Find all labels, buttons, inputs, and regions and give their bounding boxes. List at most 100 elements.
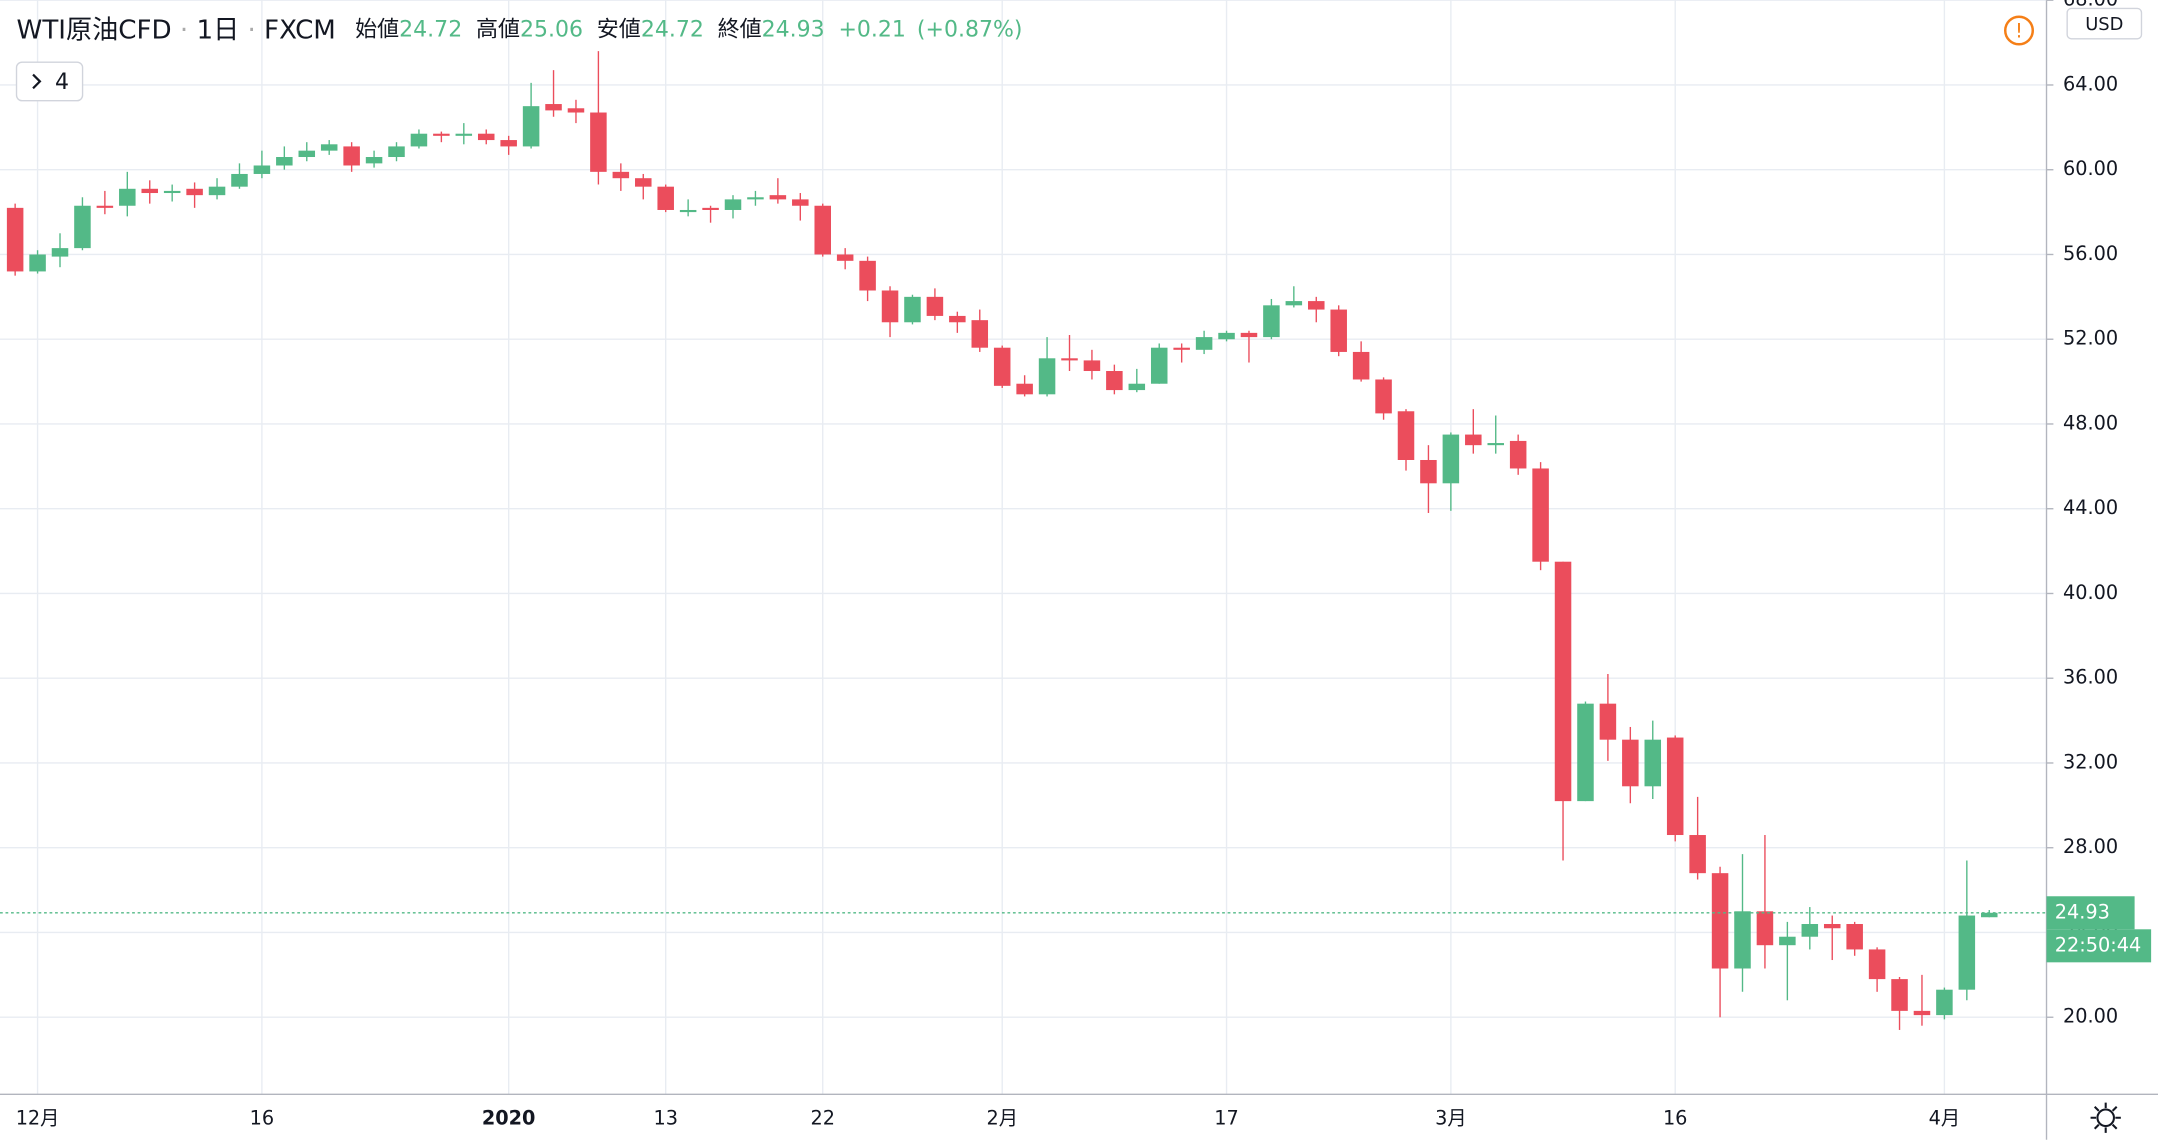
y-tick-label: 44.00 — [2063, 496, 2118, 519]
candle-body — [1263, 305, 1280, 338]
candle-body — [1734, 911, 1751, 969]
candle-body — [1038, 358, 1056, 395]
candle-body — [231, 173, 248, 187]
candle-body — [29, 254, 46, 272]
candle-body — [657, 186, 674, 210]
candle-body — [679, 209, 697, 213]
candle-body — [1599, 703, 1617, 740]
candle-body — [1106, 371, 1123, 391]
candle-body — [1173, 347, 1190, 350]
gear-teeth[interactable] — [2090, 1102, 2121, 1133]
candle-body — [1509, 440, 1527, 469]
candle-body — [1666, 737, 1684, 836]
candle-body — [724, 199, 742, 210]
candle-body — [1981, 912, 1998, 918]
candle-body — [747, 197, 764, 200]
y-tick-label: 28.00 — [2063, 835, 2118, 858]
candle-body — [141, 188, 158, 194]
candle-body — [298, 150, 316, 158]
x-tick-label: 2020 — [482, 1107, 536, 1130]
gear-circle[interactable] — [2096, 1108, 2115, 1128]
high-value: 25.06 — [520, 18, 583, 43]
close-value: 24.93 — [762, 18, 825, 43]
candle-body — [163, 190, 181, 194]
candle-body — [1442, 434, 1460, 484]
axes: 20.0024.0028.0032.0036.0040.0044.0048.00… — [16, 0, 2152, 1130]
legend-line: WTI原油CFD · 1日 · FXCM 始値24.72 高値25.06 安値24.72 終値2… — [17, 15, 1023, 45]
open-value: 24.72 — [399, 18, 462, 43]
y-tick-label: 64.00 — [2063, 72, 2118, 95]
y-tick-label: 48.00 — [2063, 411, 2118, 434]
y-tick-label: 20.00 — [2063, 1005, 2118, 1028]
chevron-icon[interactable] — [32, 73, 42, 90]
candle-body — [253, 165, 271, 174]
symbol: WTI原油CFD — [17, 15, 172, 45]
currency-box[interactable] — [2066, 7, 2143, 40]
close-label: 終値 — [718, 18, 762, 43]
candle-body — [702, 207, 719, 210]
candle-body — [1420, 459, 1437, 484]
low-value: 24.72 — [641, 18, 704, 43]
candle-body — [186, 188, 203, 196]
indicator-toggle[interactable]: 4 — [15, 61, 84, 102]
candle-body — [1913, 1010, 1931, 1016]
candle-body — [1577, 703, 1594, 802]
currency[interactable]: USD — [2085, 14, 2123, 35]
candle-body — [1846, 924, 1863, 950]
candle-body — [522, 106, 540, 147]
countdown: 22:50:44 — [2055, 933, 2141, 956]
x-tick-label: 22 — [810, 1107, 835, 1130]
candle-body — [1801, 924, 1819, 937]
candle-body — [320, 144, 338, 151]
candle-body — [1218, 332, 1235, 340]
candle-body — [1622, 739, 1639, 787]
warning-mark[interactable]: ! — [2015, 19, 2023, 42]
open-label: 始値 — [355, 18, 399, 43]
candle-body — [1532, 468, 1549, 562]
candle-body — [1375, 379, 1392, 414]
candle-body — [1689, 835, 1706, 874]
candle-body — [1958, 915, 1976, 990]
last-price-tag — [2046, 896, 2135, 930]
y-tick-label: 36.00 — [2063, 666, 2118, 689]
y-tick-label: 32.00 — [2063, 750, 2118, 773]
x-tick-label: 16 — [1663, 1107, 1688, 1130]
candle-body — [1330, 309, 1347, 352]
y-tick-label: 52.00 — [2063, 327, 2118, 350]
candle-body — [410, 133, 428, 147]
candle-body — [1936, 989, 1953, 1016]
candle-body — [1308, 301, 1325, 310]
settings-icon[interactable] — [2090, 1102, 2121, 1133]
candle-body — [1128, 383, 1146, 391]
x-tick-label: 16 — [250, 1107, 275, 1130]
candle-body — [1711, 873, 1729, 969]
candle-body — [612, 171, 630, 179]
y-tick-label: 60.00 — [2063, 157, 2118, 180]
candles — [0, 51, 2047, 1030]
warning-icon[interactable]: ! — [2003, 15, 2034, 46]
indicator-count[interactable]: 4 — [55, 70, 69, 95]
warning-circle[interactable] — [2003, 15, 2034, 46]
change: +0.21 — [838, 18, 905, 43]
x-tick-label: 13 — [653, 1107, 678, 1130]
candle-body — [1285, 301, 1303, 306]
candle-body — [635, 178, 652, 187]
candle-body — [904, 296, 921, 323]
toggle-box[interactable] — [15, 61, 84, 102]
candle-body — [1150, 347, 1168, 384]
candle-body — [1240, 332, 1258, 338]
candle-body — [1868, 949, 1886, 980]
candle-body — [1823, 924, 1841, 929]
candle-body — [769, 195, 787, 200]
candle-body — [1016, 383, 1033, 395]
change-pct: (+0.87%) — [917, 18, 1023, 43]
candle-body — [1891, 979, 1908, 1011]
y-tick-label: 56.00 — [2063, 242, 2118, 265]
x-tick-label: 2月 — [986, 1107, 1018, 1130]
candle-body — [276, 157, 293, 166]
candle-body — [567, 108, 585, 113]
x-tick-label: 4月 — [1929, 1107, 1960, 1130]
separator: · — [180, 15, 188, 45]
candle-body — [1756, 911, 1774, 946]
